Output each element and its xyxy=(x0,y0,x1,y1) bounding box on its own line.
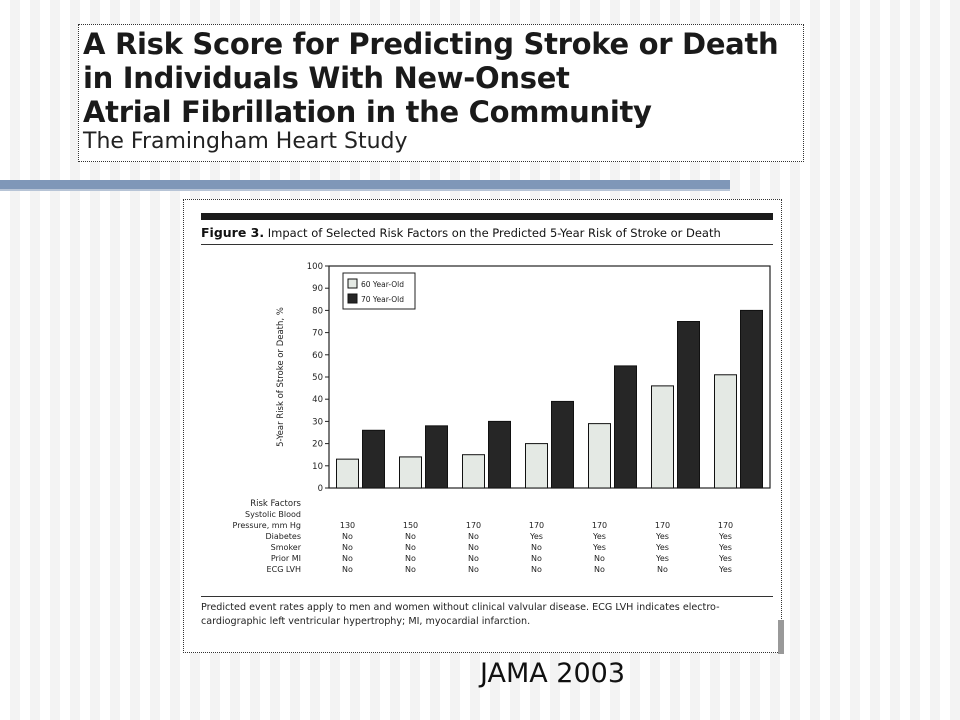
legend-label-1: 70 Year-Old xyxy=(361,295,404,304)
source-citation: JAMA 2003 xyxy=(480,658,626,689)
legend-swatch-0 xyxy=(347,278,358,289)
risk-value-4-2: No xyxy=(468,565,479,574)
y-axis-label: 5-Year Risk of Stroke or Death, % xyxy=(276,307,286,447)
risk-value-0-2: 170 xyxy=(466,521,481,530)
risk-value-1-1: No xyxy=(405,532,416,541)
risk-value-3-3: No xyxy=(531,554,542,563)
bar-70-4 xyxy=(551,400,574,489)
risk-factor-label-2-0: Smoker xyxy=(271,543,302,552)
bar-70-3 xyxy=(488,420,511,489)
risk-factor-label-4-0: ECG LVH xyxy=(267,565,301,574)
footnote-line-1: Predicted event rates apply to men and w… xyxy=(201,602,720,613)
risk-value-0-3: 170 xyxy=(529,521,544,530)
risk-value-0-5: 170 xyxy=(655,521,670,530)
bar-60-6 xyxy=(651,385,674,489)
figure-caption: Figure 3. Impact of Selected Risk Factor… xyxy=(201,225,721,240)
risk-factor-label-1-0: Diabetes xyxy=(265,532,301,541)
scroll-strip xyxy=(778,620,784,654)
risk-value-2-0: No xyxy=(342,543,353,552)
risk-value-4-3: No xyxy=(531,565,542,574)
legend-label-0: 60 Year-Old xyxy=(361,280,404,289)
y-tick-label-2: 20 xyxy=(312,440,323,450)
footnote: Predicted event rates apply to men and w… xyxy=(201,601,773,629)
bar-chart: 0 10 20 30 40 50 60 70 80 90 100 5-Year Risk of Str… xyxy=(233,262,771,574)
y-tick-label-10: 100 xyxy=(307,262,323,272)
legend-swatch-1 xyxy=(347,293,358,304)
y-tick-label-3: 30 xyxy=(312,417,323,427)
risk-value-3-0: No xyxy=(342,554,353,563)
title-line-3: Atrial Fibrillation in the Community xyxy=(83,95,652,129)
footnote-line-2: cardiographic left ventricular hypertrop… xyxy=(201,616,531,627)
risk-value-2-4: Yes xyxy=(592,543,606,552)
risk-factor-label-0-0: Systolic Blood xyxy=(245,510,301,519)
risk-value-4-4: No xyxy=(594,565,605,574)
risk-value-0-1: 150 xyxy=(403,521,418,530)
title-line-2: in Individuals With New-Onset xyxy=(83,61,570,95)
risk-value-0-6: 170 xyxy=(718,521,733,530)
y-tick-label-7: 70 xyxy=(312,329,323,339)
risk-value-2-5: Yes xyxy=(655,543,669,552)
y-tick-label-6: 60 xyxy=(312,351,323,361)
bar-70-5 xyxy=(614,365,637,489)
risk-value-2-1: No xyxy=(405,543,416,552)
y-tick-label-9: 90 xyxy=(312,284,323,294)
bar-60-5 xyxy=(588,423,611,489)
risk-value-3-4: No xyxy=(594,554,605,563)
y-tick-label-4: 40 xyxy=(312,395,323,405)
y-tick-label-1: 10 xyxy=(312,462,323,472)
bar-70-7 xyxy=(740,309,763,489)
subtitle: The Framingham Heart Study xyxy=(83,129,408,154)
caption-rule xyxy=(201,244,773,245)
title-line-1: A Risk Score for Predicting Stroke or De… xyxy=(83,27,779,61)
divider-bar xyxy=(0,180,730,189)
risk-value-4-0: No xyxy=(342,565,353,574)
bar-60-4 xyxy=(525,443,548,489)
bar-60-3 xyxy=(462,454,485,489)
bar-60-1 xyxy=(336,458,359,489)
risk-value-2-3: No xyxy=(531,543,542,552)
figure-label: Figure 3. xyxy=(201,225,265,240)
risk-factor-label-3-0: Prior MI xyxy=(271,554,301,563)
risk-value-4-6: Yes xyxy=(718,565,732,574)
risk-value-2-6: Yes xyxy=(718,543,732,552)
figure-box: Figure 3. Impact of Selected Risk Factor… xyxy=(183,199,782,653)
y-tick-label-5: 50 xyxy=(312,373,323,383)
y-tick-label-8: 80 xyxy=(312,306,323,316)
bar-70-6 xyxy=(677,321,700,489)
bar-70-2 xyxy=(425,425,448,489)
risk-value-0-0: 130 xyxy=(340,521,355,530)
risk-value-4-5: No xyxy=(657,565,668,574)
risk-value-3-2: No xyxy=(468,554,479,563)
risk-value-1-2: No xyxy=(468,532,479,541)
figure-top-bar xyxy=(201,213,773,220)
risk-value-4-1: No xyxy=(405,565,416,574)
divider-bar-shadow xyxy=(0,189,730,191)
title-box: A Risk Score for Predicting Stroke or De… xyxy=(78,24,804,162)
risk-factors-header: Risk Factors xyxy=(250,499,301,509)
bar-70-1 xyxy=(362,429,385,489)
table-bottom-rule xyxy=(201,596,773,597)
y-tick-label-0: 0 xyxy=(318,484,323,494)
figure-caption-text: Impact of Selected Risk Factors on the P… xyxy=(267,226,721,240)
bar-60-2 xyxy=(399,456,422,489)
risk-value-1-6: Yes xyxy=(718,532,732,541)
risk-value-1-3: Yes xyxy=(529,532,543,541)
risk-value-0-4: 170 xyxy=(592,521,607,530)
risk-value-1-0: No xyxy=(342,532,353,541)
risk-value-1-4: Yes xyxy=(592,532,606,541)
risk-value-3-1: No xyxy=(405,554,416,563)
risk-value-3-6: Yes xyxy=(718,554,732,563)
risk-value-2-2: No xyxy=(468,543,479,552)
risk-factor-label-0-1: Pressure, mm Hg xyxy=(233,521,301,530)
risk-value-1-5: Yes xyxy=(655,532,669,541)
bar-60-7 xyxy=(714,374,737,489)
risk-value-3-5: Yes xyxy=(655,554,669,563)
